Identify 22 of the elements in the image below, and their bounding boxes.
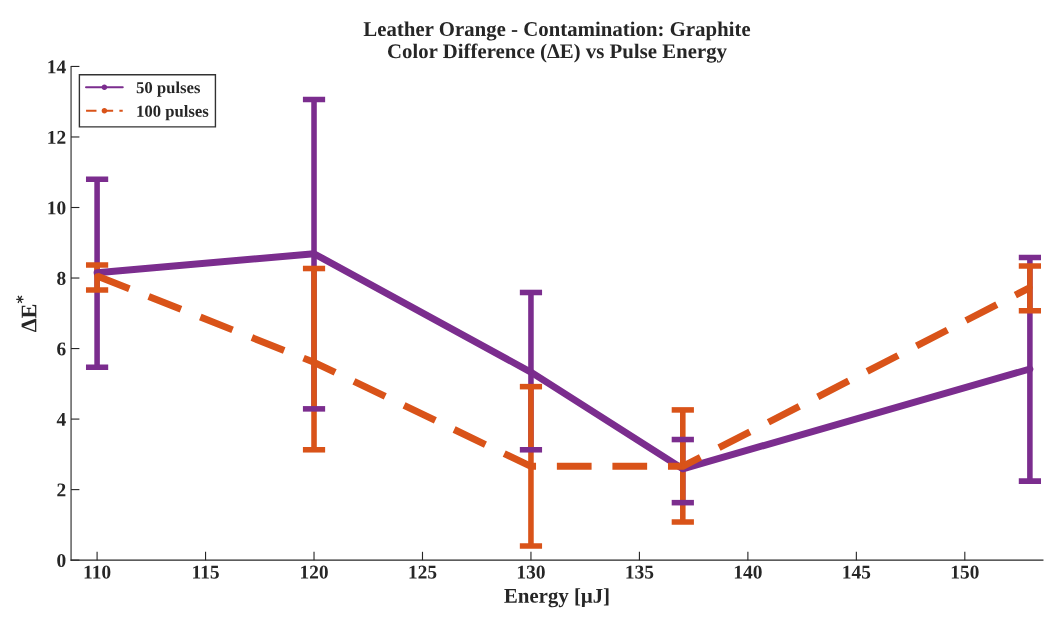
x-tick-label: 135: [626, 565, 654, 579]
y-tick-label: 0: [57, 553, 66, 568]
y-tick-label: 2: [57, 483, 66, 497]
y-tick-label: 14: [48, 60, 66, 74]
x-tick-label: 145: [843, 565, 871, 579]
x-tick-label: 150: [951, 565, 979, 579]
legend-label: 100 pulses: [137, 105, 209, 121]
x-tick-label: 140: [734, 565, 762, 579]
chart-title: Leather Orange - Contamination: Graphite Color Difference (∆E) vs Pulse Energy: [363, 21, 751, 63]
x-tick-label: 110: [84, 565, 111, 579]
y-tick-label: 4: [56, 413, 66, 426]
x-tick-label: 115: [193, 565, 219, 579]
x-tick-label: 125: [409, 565, 437, 579]
x-tick-label: 130: [517, 565, 545, 579]
y-tick-label: 6: [57, 342, 66, 356]
y-axis-title: ∆E$^{*}$: [16, 295, 37, 332]
x-tick-label: 120: [301, 565, 328, 579]
legend-label: 50 pulses: [136, 81, 201, 97]
x-axis-title: Energy [μJ]: [504, 588, 609, 608]
y-tick-label: 12: [48, 130, 66, 144]
y-tick-label: 8: [57, 271, 66, 285]
y-tick-label: 10: [48, 201, 66, 215]
